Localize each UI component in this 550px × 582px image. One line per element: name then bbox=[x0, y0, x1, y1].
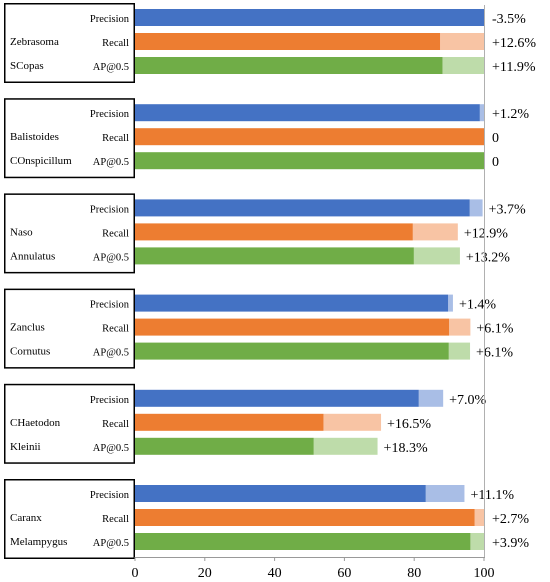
bar-gain-zebrasoma-ap-0-5 bbox=[442, 57, 484, 74]
bar-base-balistoides-ap-0-5 bbox=[135, 152, 484, 170]
metric-label-ap-0-5: AP@0.5 bbox=[93, 62, 129, 73]
species-name-line2-balistoides: COnspicillum bbox=[10, 155, 72, 167]
x-tick-label: 40 bbox=[268, 566, 282, 581]
delta-label-caranx-recall: +2.7% bbox=[492, 512, 529, 527]
x-tick-label: 60 bbox=[337, 566, 351, 581]
species-name-line2-caranx: Melampygus bbox=[10, 536, 67, 548]
bar-base-zanclus-precision bbox=[135, 294, 449, 312]
metric-label-recall: Recall bbox=[102, 228, 129, 239]
bar-gain-chaetodon-ap-0-5 bbox=[313, 437, 378, 455]
bar-gain-chaetodon-recall bbox=[323, 413, 382, 431]
bar-base-chaetodon-ap-0-5 bbox=[135, 437, 314, 455]
bar-gain-naso-recall bbox=[412, 223, 458, 241]
metric-label-precision: Precision bbox=[90, 204, 130, 215]
metric-label-ap-0-5: AP@0.5 bbox=[93, 443, 129, 454]
delta-label-zanclus-precision: +1.4% bbox=[459, 298, 496, 313]
species-box-zebrasoma bbox=[4, 3, 135, 83]
species-name-line2-zebrasoma: SCopas bbox=[10, 60, 44, 72]
x-tick-label: 20 bbox=[198, 566, 212, 581]
species-name-line2-chaetodon: Kleinii bbox=[10, 441, 41, 453]
delta-label-chaetodon-recall: +16.5% bbox=[387, 417, 431, 432]
delta-label-chaetodon-precision: +7.0% bbox=[449, 393, 486, 408]
delta-label-chaetodon-ap-0-5: +18.3% bbox=[384, 441, 428, 456]
species-name-zanclus: Zanclus bbox=[10, 322, 45, 334]
bar-gain-caranx-ap-0-5 bbox=[470, 533, 484, 550]
metric-label-recall: Recall bbox=[102, 324, 129, 335]
bar-base-caranx-recall bbox=[135, 509, 475, 526]
species-box-balistoides bbox=[4, 98, 135, 179]
delta-label-balistoides-recall: 0 bbox=[492, 131, 499, 146]
metric-label-precision: Precision bbox=[90, 14, 130, 25]
bar-gain-caranx-precision bbox=[425, 485, 465, 502]
species-name-line2-zanclus: Cornutus bbox=[10, 346, 50, 358]
delta-label-caranx-precision: +11.1% bbox=[470, 488, 514, 503]
x-tick-label: 0 bbox=[132, 566, 139, 581]
species-name-naso: Naso bbox=[10, 226, 33, 238]
bar-base-zanclus-ap-0-5 bbox=[135, 342, 449, 360]
delta-label-naso-precision: +3.7% bbox=[489, 202, 526, 217]
bar-base-balistoides-recall bbox=[135, 128, 484, 146]
species-box-chaetodon bbox=[4, 383, 135, 464]
bar-base-balistoides-precision bbox=[135, 104, 480, 122]
bar-gain-zanclus-ap-0-5 bbox=[448, 342, 471, 360]
bar-gain-naso-precision bbox=[469, 199, 483, 217]
delta-label-zanclus-ap-0-5: +6.1% bbox=[476, 346, 513, 361]
bars-layer bbox=[135, 9, 484, 550]
metric-label-precision: Precision bbox=[90, 109, 130, 120]
species-box-naso bbox=[4, 193, 135, 274]
bar-gain-zanclus-recall bbox=[449, 318, 471, 336]
bar-gain-caranx-recall bbox=[474, 509, 484, 526]
bar-base-chaetodon-precision bbox=[135, 389, 419, 407]
bar-base-zebrasoma-ap-0-5 bbox=[135, 57, 443, 74]
bar-gain-zebrasoma-recall bbox=[440, 33, 484, 50]
metric-label-precision: Precision bbox=[90, 300, 130, 311]
metric-label-recall: Recall bbox=[102, 419, 129, 430]
delta-label-naso-recall: +12.9% bbox=[464, 226, 508, 241]
bar-gain-zanclus-precision bbox=[448, 294, 453, 312]
x-tick-label: 100 bbox=[474, 566, 495, 581]
delta-label-caranx-ap-0-5: +3.9% bbox=[492, 536, 529, 551]
delta-label-zebrasoma-precision: -3.5% bbox=[492, 12, 526, 27]
bar-base-chaetodon-recall bbox=[135, 413, 324, 431]
species-name-line2-naso: Annulatus bbox=[10, 250, 55, 262]
species-name-zebrasoma: Zebrasoma bbox=[10, 36, 59, 48]
metric-label-recall: Recall bbox=[102, 514, 129, 525]
metric-label-recall: Recall bbox=[102, 133, 129, 144]
bar-base-naso-ap-0-5 bbox=[135, 247, 414, 265]
delta-label-zebrasoma-ap-0-5: +11.9% bbox=[492, 60, 536, 75]
bar-base-caranx-ap-0-5 bbox=[135, 533, 471, 550]
species-name-balistoides: Balistoides bbox=[10, 131, 59, 143]
delta-labels-layer: -3.5% +12.6% +11.9% +1.2% 0 0 +3.7% +12.9% +13.2… bbox=[384, 12, 537, 551]
delta-label-naso-ap-0-5: +13.2% bbox=[466, 250, 510, 265]
bar-base-zebrasoma-recall bbox=[135, 33, 441, 50]
bar-gain-naso-ap-0-5 bbox=[413, 247, 460, 265]
species-box-caranx bbox=[4, 479, 135, 559]
x-axis: 0 20 40 60 80 100 bbox=[132, 5, 495, 581]
metric-label-precision: Precision bbox=[90, 395, 130, 406]
metric-label-ap-0-5: AP@0.5 bbox=[93, 252, 129, 263]
species-label-boxes: Zebrasoma SCopas Precision Recall AP@0.5 Bali… bbox=[4, 3, 135, 559]
metric-label-ap-0-5: AP@0.5 bbox=[93, 538, 129, 549]
metric-label-precision: Precision bbox=[90, 490, 130, 501]
bar-base-zebrasoma-precision bbox=[135, 9, 484, 26]
species-box-zanclus bbox=[4, 288, 135, 369]
delta-label-balistoides-ap-0-5: 0 bbox=[492, 155, 499, 170]
bar-base-naso-precision bbox=[135, 199, 470, 217]
x-tick-label: 80 bbox=[407, 566, 421, 581]
species-name-chaetodon: CHaetodon bbox=[10, 417, 61, 429]
bar-gain-balistoides-precision bbox=[479, 104, 484, 122]
delta-label-balistoides-precision: +1.2% bbox=[492, 107, 529, 122]
bar-base-naso-recall bbox=[135, 223, 413, 241]
metric-label-ap-0-5: AP@0.5 bbox=[93, 348, 129, 359]
species-name-caranx: Caranx bbox=[10, 512, 42, 524]
bar-base-zanclus-recall bbox=[135, 318, 450, 336]
metric-label-recall: Recall bbox=[102, 38, 129, 49]
metric-label-ap-0-5: AP@0.5 bbox=[93, 157, 129, 168]
bar-base-caranx-precision bbox=[135, 485, 426, 502]
delta-label-zebrasoma-recall: +12.6% bbox=[492, 36, 536, 51]
delta-label-zanclus-recall: +6.1% bbox=[476, 322, 513, 337]
bar-gain-chaetodon-precision bbox=[418, 389, 444, 407]
